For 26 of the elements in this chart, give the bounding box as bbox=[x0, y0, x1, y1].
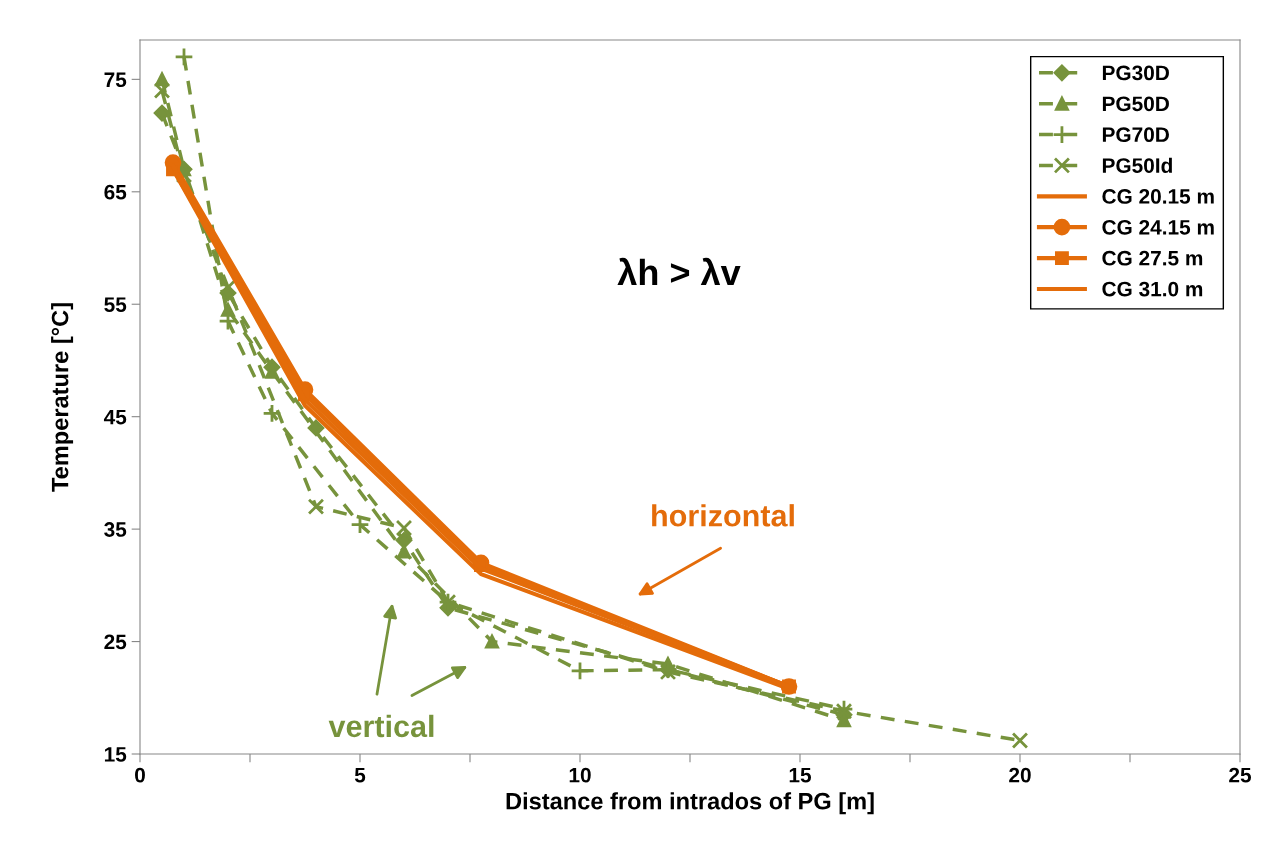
legend-label: PG30D bbox=[1102, 65, 1169, 81]
x-tick-label: 5 bbox=[354, 767, 366, 783]
y-tick-label: 65 bbox=[104, 184, 127, 200]
legend-label: CG 20.15 m bbox=[1102, 189, 1214, 204]
x-tick-label: 0 bbox=[135, 767, 145, 783]
x-tick-label: 10 bbox=[569, 767, 591, 783]
x-tick-label: 15 bbox=[789, 767, 812, 783]
y-axis-title: Temperature [°C] bbox=[51, 303, 74, 492]
x-axis-title: Distance from intrados of PG [m] bbox=[506, 792, 874, 815]
y-tick-label: 55 bbox=[104, 297, 127, 312]
y-tick-label: 25 bbox=[104, 634, 127, 650]
y-tick-label: 15 bbox=[104, 747, 127, 762]
y-tick-label: 35 bbox=[104, 522, 127, 537]
legend-label: PG70D bbox=[1102, 127, 1169, 143]
y-tick-label: 75 bbox=[104, 72, 127, 88]
legend-label: CG 27.5 m bbox=[1102, 250, 1203, 266]
x-tick-label: 25 bbox=[1229, 767, 1252, 783]
legend-label: PG50Id bbox=[1102, 157, 1172, 173]
annotation: vertical bbox=[328, 714, 434, 738]
legend-label: CG 24.15 m bbox=[1102, 219, 1214, 235]
annotation: horizontal bbox=[652, 504, 794, 527]
legend-label: CG 31.0 m bbox=[1102, 281, 1203, 297]
y-tick-label: 45 bbox=[103, 409, 127, 425]
annotation: λh > λv bbox=[617, 257, 741, 285]
x-tick-label: 20 bbox=[1009, 767, 1031, 783]
legend-label: PG50D bbox=[1102, 96, 1169, 112]
